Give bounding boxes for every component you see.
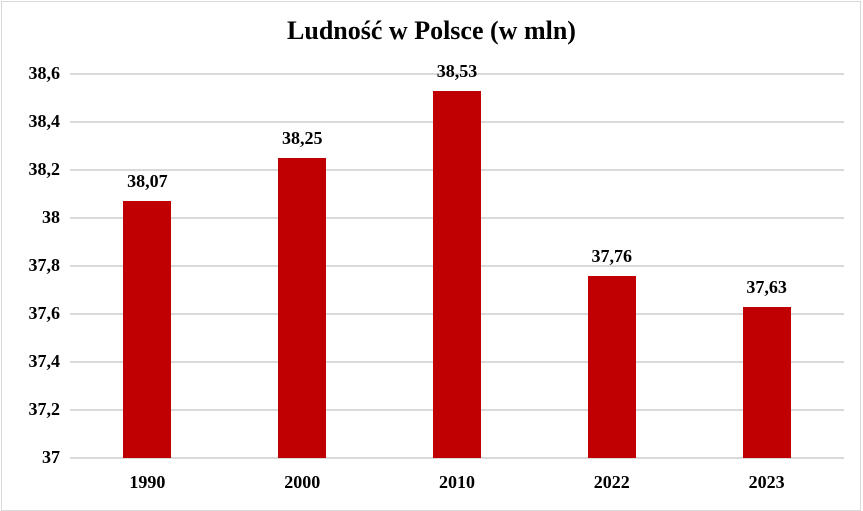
y-tick-label: 37,4 <box>28 351 61 371</box>
bar-1990 <box>123 201 172 458</box>
x-tick-label: 2010 <box>439 472 475 492</box>
data-label: 37,76 <box>591 245 633 266</box>
x-tick-label: 2023 <box>748 472 785 492</box>
bar-2023 <box>742 306 791 458</box>
chart-title: Ludność w Polsce (w mln) <box>287 16 576 45</box>
bar-2000 <box>278 158 327 458</box>
x-tick-label: 2022 <box>593 472 630 492</box>
data-label: 37,63 <box>746 276 787 297</box>
y-tick-label: 38 <box>42 207 60 227</box>
data-label: 38,53 <box>436 60 478 81</box>
gridline <box>70 457 844 459</box>
y-tick-label: 37,8 <box>28 255 61 275</box>
x-tick-label: 2000 <box>284 472 321 492</box>
y-tick-label: 37,2 <box>28 399 61 419</box>
y-tick-label: 38,4 <box>28 111 61 131</box>
y-tick-label: 37,6 <box>28 303 61 323</box>
y-tick-label: 37 <box>42 447 60 467</box>
data-label: 38,07 <box>127 171 168 192</box>
gridline <box>70 73 844 75</box>
y-tick-label: 38,6 <box>28 63 61 83</box>
y-tick-label: 38,2 <box>28 159 61 179</box>
bar-2022 <box>587 275 636 458</box>
bar-2010 <box>433 90 481 458</box>
data-label: 38,25 <box>281 128 323 148</box>
x-tick-label: 1990 <box>129 472 166 492</box>
